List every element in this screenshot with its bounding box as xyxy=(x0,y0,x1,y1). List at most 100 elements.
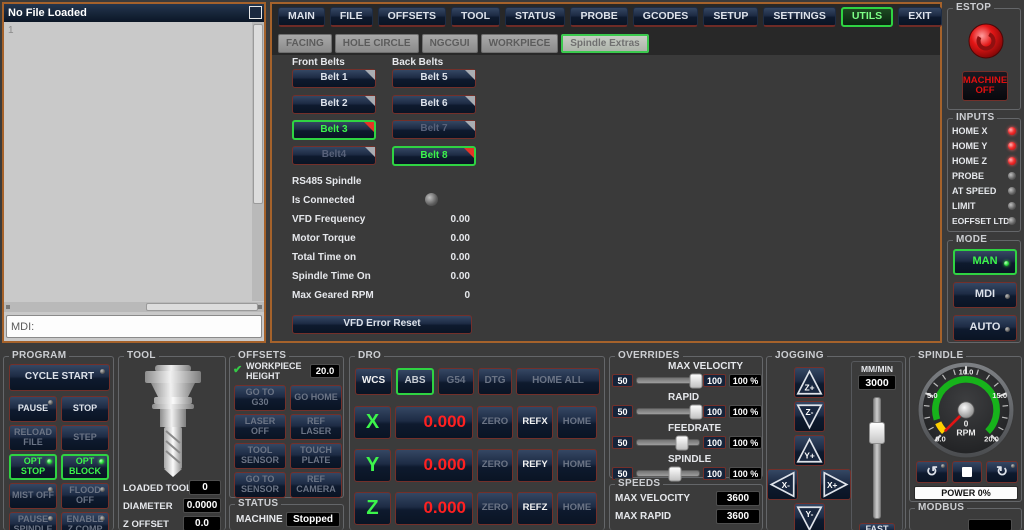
mdi-input[interactable]: MDI: xyxy=(6,315,262,338)
menu-gcodes[interactable]: GCODES xyxy=(632,7,699,27)
opt-stop-button[interactable]: OPT STOP xyxy=(9,454,57,480)
workpiece-height-value[interactable]: 20.0 xyxy=(310,364,340,378)
scrollbar-top-button[interactable] xyxy=(249,6,262,19)
slider-handle[interactable] xyxy=(689,373,703,388)
zero-y-button[interactable]: ZERO xyxy=(477,449,513,482)
slider-handle[interactable] xyxy=(689,404,703,419)
spindle-slider[interactable] xyxy=(636,466,700,481)
menu-offsets[interactable]: OFFSETS xyxy=(377,7,447,27)
go-to-sensor-button[interactable]: GO TO SENSOR xyxy=(234,472,286,498)
menu-setup[interactable]: SETUP xyxy=(703,7,759,27)
belt-2-button[interactable]: Belt 2 xyxy=(292,95,376,114)
button-led xyxy=(47,459,52,464)
belt-4-button[interactable]: Belt4 xyxy=(292,146,376,165)
dro-dtg-button[interactable]: DTG xyxy=(478,368,512,395)
jog-rate-value[interactable]: 3000 xyxy=(858,375,896,390)
estop-button[interactable] xyxy=(968,23,1004,59)
machine-off-button[interactable]: MACHINE OFF xyxy=(962,71,1008,101)
menu-main[interactable]: MAIN xyxy=(278,7,325,27)
tab-ngcgui[interactable]: NGCGUI xyxy=(421,34,478,53)
tool-sensor-button[interactable]: TOOL SENSOR xyxy=(234,443,286,469)
home-z-button[interactable]: HOME xyxy=(557,492,597,525)
touch-plate-button[interactable]: TOUCH PLATE xyxy=(290,443,342,469)
rapid-slider[interactable] xyxy=(636,404,703,419)
jog-y-minus-button[interactable]: Y- xyxy=(794,503,825,530)
jog-x-plus-button[interactable]: X+ xyxy=(820,469,851,500)
belt-3-button[interactable]: Belt 3 xyxy=(292,120,376,140)
spindle-stop-button[interactable] xyxy=(952,461,982,483)
slider-handle[interactable] xyxy=(668,466,682,481)
stop-button[interactable]: STOP xyxy=(61,396,109,422)
ref-laser-button[interactable]: REF LASER xyxy=(290,414,342,440)
menu-file[interactable]: FILE xyxy=(329,7,373,27)
step-button[interactable]: STEP xyxy=(61,425,109,451)
dro-wcs-button[interactable]: WCS xyxy=(355,368,392,395)
menu-utils[interactable]: UTILS xyxy=(840,7,894,27)
tab-facing[interactable]: FACING xyxy=(278,34,332,53)
dro-abs-button[interactable]: ABS xyxy=(396,368,434,395)
menu-tool[interactable]: TOOL xyxy=(451,7,500,27)
jog-z-plus-button[interactable]: Z+ xyxy=(794,367,825,398)
spindle-reverse-button[interactable]: ↺ xyxy=(916,461,948,483)
mist-button[interactable]: MIST OFF xyxy=(9,483,57,509)
belt-6-button[interactable]: Belt 6 xyxy=(392,95,476,114)
zero-x-button[interactable]: ZERO xyxy=(477,406,513,439)
menu-probe[interactable]: PROBE xyxy=(570,7,628,27)
gauge-tick: 20.0 xyxy=(984,435,999,444)
belt-1-button[interactable]: Belt 1 xyxy=(292,69,376,88)
max-velocity-value[interactable]: 3600 xyxy=(716,491,760,506)
home-all-button[interactable]: HOME ALL xyxy=(516,368,600,395)
tab-spindle-extras[interactable]: Spindle Extras xyxy=(561,34,649,53)
enable-z-comp-button[interactable]: ENABLE Z COMP xyxy=(61,512,109,530)
vertical-scrollbar[interactable] xyxy=(252,22,264,301)
max-rapid-value[interactable]: 3600 xyxy=(716,509,760,524)
reload-file-button[interactable]: RELOAD FILE xyxy=(9,425,57,451)
rs485-field-value: 0.00 xyxy=(450,271,470,282)
mode-mdi-button[interactable]: MDI xyxy=(953,282,1017,308)
rs485-field-label: Spindle Time On xyxy=(292,271,371,282)
tab-hole-circle[interactable]: HOLE CIRCLE xyxy=(334,34,419,53)
exit-button[interactable]: EXIT xyxy=(898,7,942,27)
go-home-button[interactable]: GO HOME xyxy=(290,385,342,411)
status-group: STATUS MACHINE Stopped xyxy=(229,498,344,530)
slider-handle[interactable] xyxy=(675,435,689,450)
mode-man-button[interactable]: MAN xyxy=(953,249,1017,275)
workpiece-height-checkbox[interactable]: WORKPIECE HEIGHT xyxy=(246,361,302,382)
flood-button[interactable]: FLOOD OFF xyxy=(61,483,109,509)
gcode-editor[interactable]: 1 xyxy=(4,22,252,301)
feedrate-slider[interactable] xyxy=(636,435,700,450)
home-y-button[interactable]: HOME xyxy=(557,449,597,482)
jog-y-plus-button[interactable]: Y+ xyxy=(794,435,825,466)
jog-rate-slider[interactable] xyxy=(869,397,885,519)
gauge-value: 0 xyxy=(964,419,969,428)
jog-z-minus-button[interactable]: Z- xyxy=(794,401,825,432)
belt-5-button[interactable]: Belt 5 xyxy=(392,69,476,88)
ref-y-button[interactable]: REFY xyxy=(517,449,553,482)
tool-field-label: Z OFFSET xyxy=(123,519,169,530)
slider-handle[interactable] xyxy=(869,422,885,444)
menu-settings[interactable]: SETTINGS xyxy=(763,7,836,27)
opt-block-button[interactable]: OPT BLOCK xyxy=(61,454,109,480)
menu-status[interactable]: STATUS xyxy=(505,7,566,27)
go-to-g30-button[interactable]: GO TO G30 xyxy=(234,385,286,411)
ref-z-button[interactable]: REFZ xyxy=(517,492,553,525)
vfd-error-reset-button[interactable]: VFD Error Reset xyxy=(292,315,472,334)
max-velocity-slider[interactable] xyxy=(636,373,703,388)
laser-button[interactable]: LASER OFF xyxy=(234,414,286,440)
fast-button[interactable]: FAST xyxy=(859,523,895,530)
spindle-forward-button[interactable]: ↻ xyxy=(986,461,1018,483)
mode-auto-button[interactable]: AUTO xyxy=(953,315,1017,341)
ref-camera-button[interactable]: REF CAMERA xyxy=(290,472,342,498)
dro-g54-button[interactable]: G54 xyxy=(438,368,474,395)
zero-z-button[interactable]: ZERO xyxy=(477,492,513,525)
pause-button[interactable]: PAUSE xyxy=(9,396,57,422)
cycle-start-button[interactable]: CYCLE START xyxy=(9,364,110,391)
ref-x-button[interactable]: REFX xyxy=(517,406,553,439)
home-x-button[interactable]: HOME xyxy=(557,406,597,439)
horizontal-scrollbar[interactable] xyxy=(4,302,264,312)
tab-workpiece[interactable]: WORKPIECE xyxy=(480,34,559,53)
pause-spindle-button[interactable]: PAUSE SPINDLE xyxy=(9,512,57,530)
belt-7-button[interactable]: Belt 7 xyxy=(392,120,476,139)
jog-x-minus-button[interactable]: X- xyxy=(767,469,798,500)
belt-8-button[interactable]: Belt 8 xyxy=(392,146,476,166)
